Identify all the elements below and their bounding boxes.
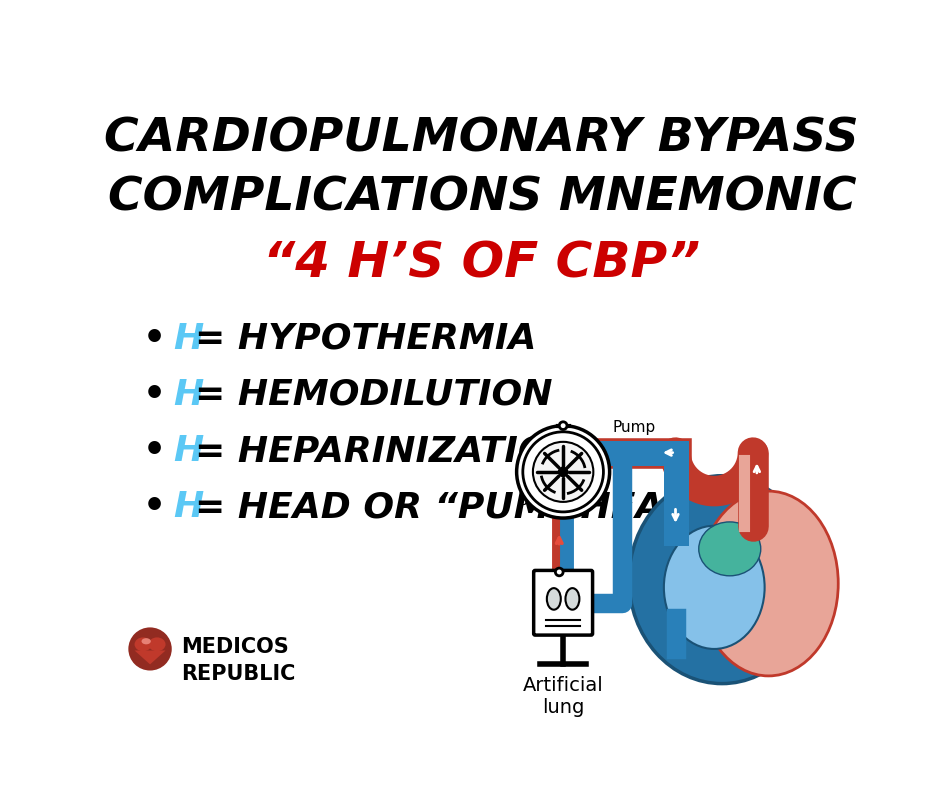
Ellipse shape (698, 491, 838, 676)
Text: H: H (173, 434, 204, 468)
Circle shape (129, 627, 172, 671)
Circle shape (533, 442, 593, 502)
Text: MEDICOS
REPUBLIC: MEDICOS REPUBLIC (181, 637, 295, 684)
Text: Pump: Pump (519, 498, 558, 512)
Text: = HEMODILUTION: = HEMODILUTION (195, 378, 553, 412)
Circle shape (557, 466, 569, 478)
Text: “4 H’S OF CBP”: “4 H’S OF CBP” (263, 240, 700, 288)
Polygon shape (134, 651, 165, 664)
Circle shape (556, 568, 563, 576)
Text: •: • (143, 434, 166, 468)
Text: Artificial
lung: Artificial lung (523, 676, 603, 717)
Text: H: H (173, 490, 204, 524)
Text: CARDIOPULMONARY BYPASS: CARDIOPULMONARY BYPASS (104, 116, 859, 161)
Ellipse shape (698, 522, 760, 576)
Text: •: • (143, 490, 166, 524)
Circle shape (517, 426, 610, 518)
Text: H: H (173, 322, 204, 355)
Text: = HEPARINIZATION: = HEPARINIZATION (195, 434, 579, 468)
Text: COMPLICATIONS MNEMONIC: COMPLICATIONS MNEMONIC (107, 176, 856, 221)
Text: Pump: Pump (613, 421, 656, 436)
Text: •: • (143, 322, 166, 355)
Text: H: H (173, 378, 204, 412)
Text: = HYPOTHERMIA: = HYPOTHERMIA (195, 322, 537, 355)
Ellipse shape (149, 637, 165, 651)
Ellipse shape (547, 588, 561, 610)
Ellipse shape (134, 637, 151, 651)
Circle shape (559, 422, 567, 429)
Ellipse shape (629, 476, 815, 684)
Circle shape (523, 432, 603, 512)
Ellipse shape (142, 638, 150, 645)
Ellipse shape (664, 526, 764, 649)
Ellipse shape (566, 588, 579, 610)
Text: = HEAD OR “PUMOHEAD”: = HEAD OR “PUMOHEAD” (195, 490, 716, 524)
FancyBboxPatch shape (534, 571, 592, 635)
Text: •: • (143, 378, 166, 412)
